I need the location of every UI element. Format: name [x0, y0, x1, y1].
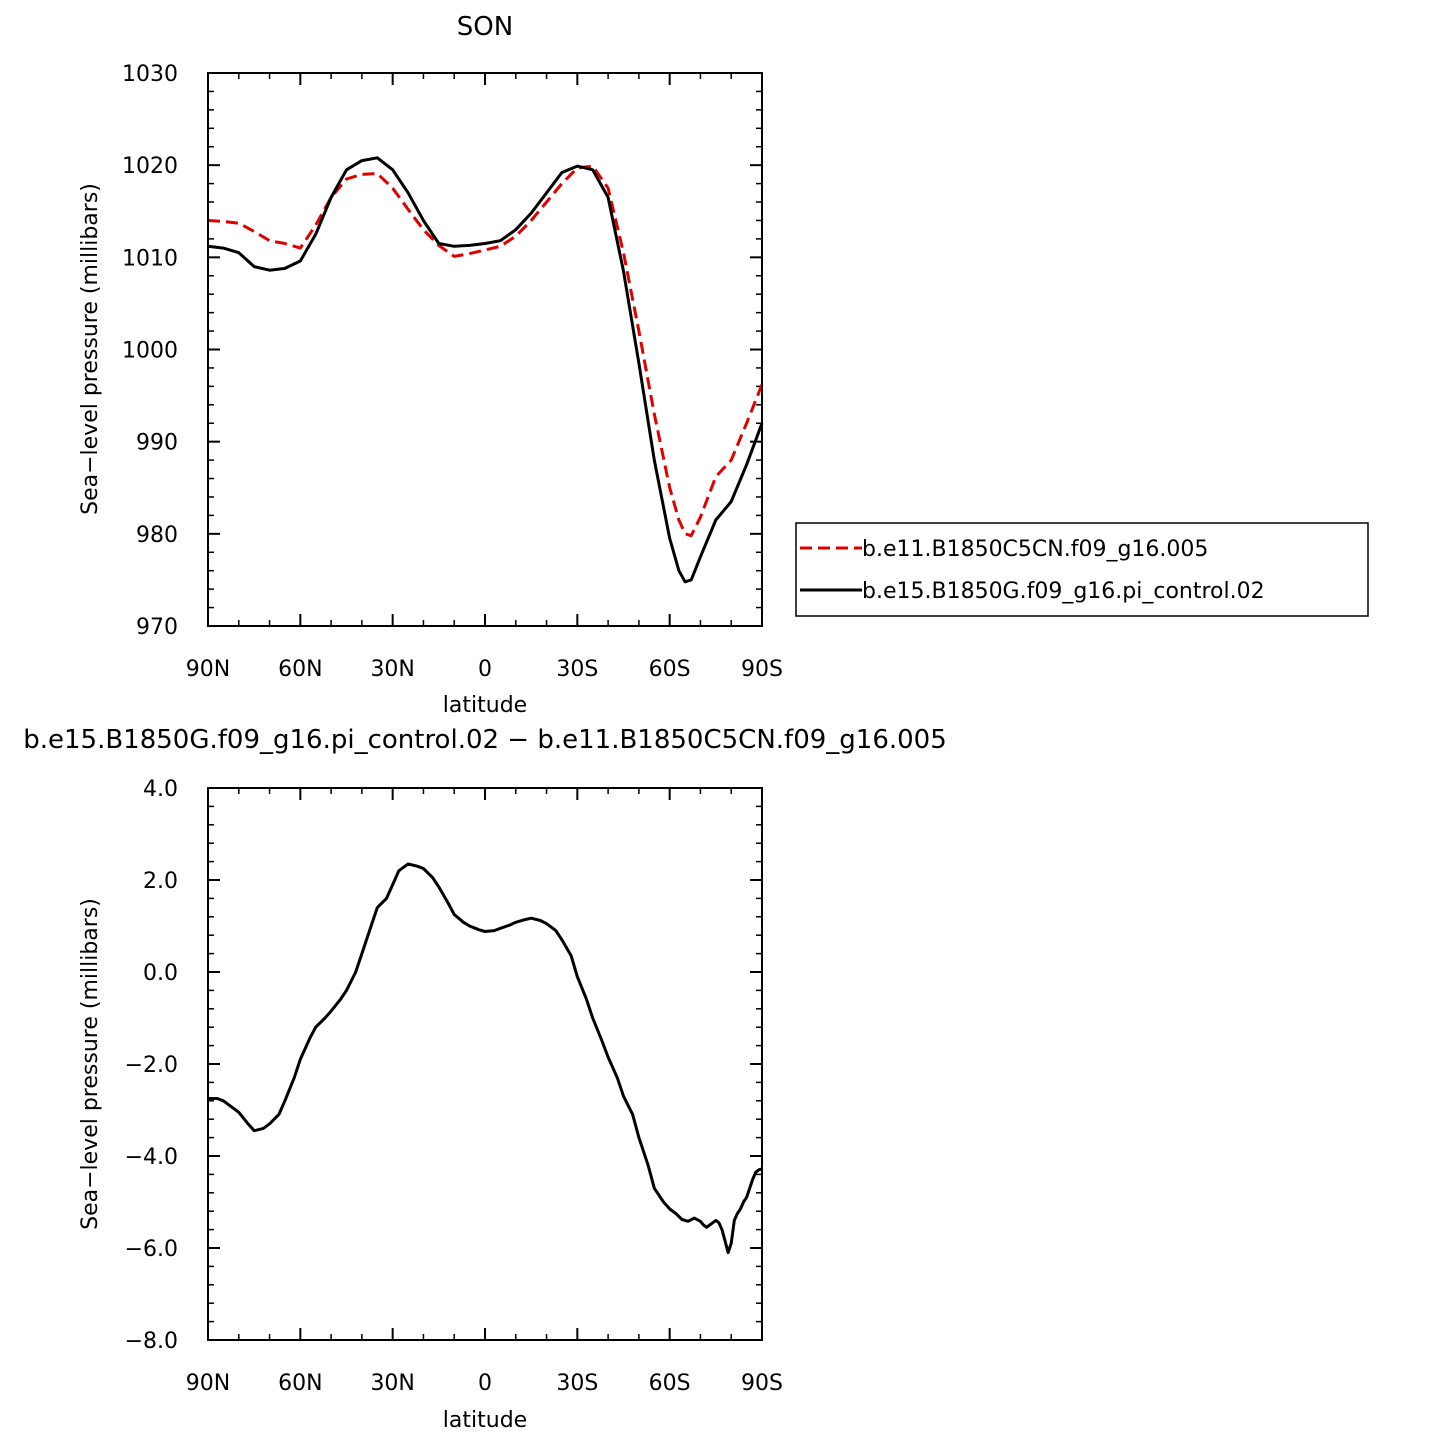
- y-tick-label: 0.0: [143, 961, 178, 986]
- top-chart-series: [207, 156, 764, 584]
- bottom-chart-x-axis-label: latitude: [443, 1408, 527, 1433]
- y-tick-label: 1030: [122, 62, 178, 87]
- top-chart-frame: [207, 72, 763, 627]
- bottom-chart-panel: b.e15.B1850G.f09_g16.pi_control.02 − b.e…: [23, 725, 947, 1433]
- x-tick-label: 90N: [186, 657, 230, 682]
- y-tick-label: −2.0: [125, 1053, 178, 1078]
- series-line-1: [208, 862, 763, 1255]
- x-tick-label: 30S: [556, 1371, 598, 1396]
- y-tick-label: 970: [136, 615, 178, 640]
- bottom-chart-ticks: [207, 787, 763, 1341]
- bottom-chart-y-axis-label: Sea−level pressure (millibars): [78, 898, 103, 1230]
- bottom-chart-x-tick-labels: 90N 60N 30N 0 30S 60S 90S: [186, 1371, 783, 1396]
- top-chart-x-axis-label: latitude: [443, 693, 527, 718]
- x-tick-label: 0: [478, 1371, 492, 1396]
- x-tick-label: 60N: [278, 657, 322, 682]
- y-tick-label: −8.0: [125, 1329, 178, 1354]
- legend-label-series-2: b.e15.B1850G.f09_g16.pi_control.02: [862, 579, 1265, 604]
- top-chart-y-axis-label: Sea−level pressure (millibars): [78, 183, 103, 515]
- legend-box: [795, 522, 1369, 617]
- x-tick-label: 90S: [741, 1371, 783, 1396]
- y-tick-label: 1010: [122, 246, 178, 271]
- y-tick-label: −4.0: [125, 1145, 178, 1170]
- top-chart-x-tick-labels: 90N 60N 30N 0 30S 60S 90S: [186, 657, 783, 682]
- bottom-chart-frame: [207, 787, 763, 1341]
- top-chart-ticks: [207, 72, 763, 627]
- x-tick-label: 90S: [741, 657, 783, 682]
- chart-legend: b.e11.B1850C5CN.f09_g16.005 b.e15.B1850G…: [795, 522, 1369, 617]
- bottom-chart-title: b.e15.B1850G.f09_g16.pi_control.02 − b.e…: [23, 725, 947, 755]
- series-line-2: [207, 156, 764, 584]
- y-tick-label: 1020: [122, 154, 178, 179]
- x-tick-label: 90N: [186, 1371, 230, 1396]
- y-tick-label: 1000: [122, 339, 178, 364]
- y-tick-label: 2.0: [143, 869, 178, 894]
- y-tick-label: 980: [136, 523, 178, 548]
- x-tick-label: 60S: [649, 1371, 691, 1396]
- x-tick-label: 60N: [278, 1371, 322, 1396]
- y-tick-label: 990: [136, 431, 178, 456]
- y-tick-label: 4.0: [143, 777, 178, 802]
- x-tick-label: 60S: [649, 657, 691, 682]
- x-tick-label: 30N: [370, 1371, 414, 1396]
- bottom-chart-series: [208, 862, 763, 1255]
- series-line-1: [207, 164, 764, 538]
- bottom-chart-y-tick-labels: −8.0 −6.0 −4.0 −2.0 0.0 2.0 4.0: [125, 777, 178, 1354]
- x-tick-label: 30N: [370, 657, 414, 682]
- top-chart-y-tick-labels: 970 980 990 1000 1010 1020 1030: [122, 62, 178, 640]
- x-tick-label: 30S: [556, 657, 598, 682]
- top-chart-panel: SON 90N 60N 30N 0 30S 60S 90S 970 980 990 1000 101…: [78, 12, 1369, 718]
- y-tick-label: −6.0: [125, 1237, 178, 1262]
- legend-label-series-1: b.e11.B1850C5CN.f09_g16.005: [862, 537, 1208, 562]
- top-chart-title: SON: [457, 12, 513, 42]
- x-tick-label: 0: [478, 657, 492, 682]
